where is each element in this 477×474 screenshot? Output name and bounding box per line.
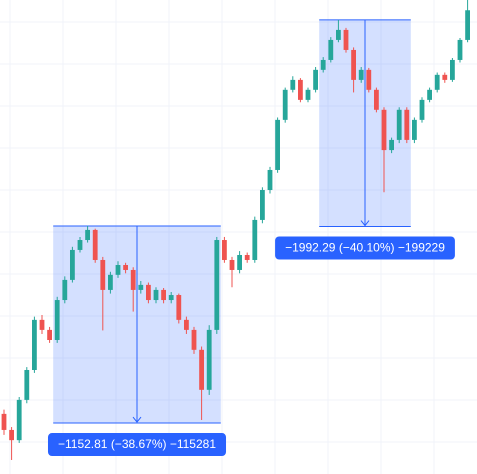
candle-body	[244, 255, 250, 260]
candle-body	[206, 329, 212, 390]
candle-body	[222, 240, 227, 260]
candle-body	[351, 49, 356, 80]
candle-body	[146, 284, 151, 301]
measure-arrowhead	[360, 220, 370, 227]
measure-boxes	[53, 19, 411, 424]
candle-body	[419, 99, 425, 120]
measure-label-bg	[47, 433, 227, 457]
candle-body	[199, 349, 204, 390]
candle-body	[427, 89, 432, 100]
candle-body	[176, 295, 182, 320]
candle-body	[214, 240, 220, 330]
candle-body	[305, 89, 311, 100]
candle-body	[191, 329, 197, 350]
candle-body	[404, 109, 410, 140]
measure-arrowhead	[132, 416, 142, 423]
candle-body	[275, 119, 280, 170]
candle-body	[161, 289, 166, 301]
measure-label: −1152.81 (−38.67%) −115281	[58, 437, 216, 451]
candle-body	[130, 269, 136, 290]
candle-body	[313, 69, 318, 90]
candle-body	[366, 69, 372, 90]
candle-body	[16, 399, 22, 441]
candle-body	[381, 109, 387, 151]
candle-body	[434, 74, 440, 90]
candle-body	[358, 69, 364, 80]
measure-label: −1992.29 (−40.10%) −199229	[285, 241, 445, 255]
candle-body	[123, 265, 128, 270]
candle-body	[252, 219, 258, 260]
candle-body	[77, 240, 83, 250]
candle-body	[62, 279, 68, 301]
candle-body	[9, 429, 14, 441]
candle-body	[153, 289, 159, 301]
candle-body	[1, 413, 7, 430]
candle-body	[465, 10, 470, 40]
measure-labels: −1152.81 (−38.67%) −115281 −1992.29 (−40.…	[47, 236, 455, 457]
candle-body	[100, 259, 106, 290]
candle-body	[24, 369, 30, 400]
candle-body	[32, 319, 37, 370]
candle-body	[138, 284, 144, 290]
candle-body	[320, 59, 326, 70]
candle-body	[298, 79, 303, 100]
measure-label-bg	[275, 236, 455, 260]
candle-body	[92, 229, 98, 260]
candle-body	[70, 249, 75, 280]
candle-body	[412, 119, 417, 140]
candle-body	[396, 109, 402, 140]
candle-body	[229, 259, 235, 270]
candle-body	[184, 319, 189, 330]
candle-body	[54, 300, 60, 341]
candle-body	[85, 229, 90, 241]
candle-body	[457, 39, 463, 60]
candle-body	[336, 29, 341, 40]
candle-body	[237, 255, 242, 270]
candle-body	[267, 169, 273, 191]
candle-body	[108, 274, 113, 290]
candle-body	[389, 139, 394, 151]
candle-body	[47, 329, 52, 341]
candle-body	[343, 29, 349, 50]
candle-body	[328, 39, 334, 60]
candle-body	[168, 295, 174, 301]
candle-body	[290, 79, 296, 90]
candle-body	[450, 59, 455, 80]
candle-body	[282, 89, 288, 120]
candle-body	[442, 74, 448, 80]
candles	[1, 0, 470, 460]
candle-body	[115, 265, 121, 275]
candle-body	[260, 190, 265, 220]
candle-body	[39, 319, 45, 330]
candle-body	[374, 89, 379, 110]
